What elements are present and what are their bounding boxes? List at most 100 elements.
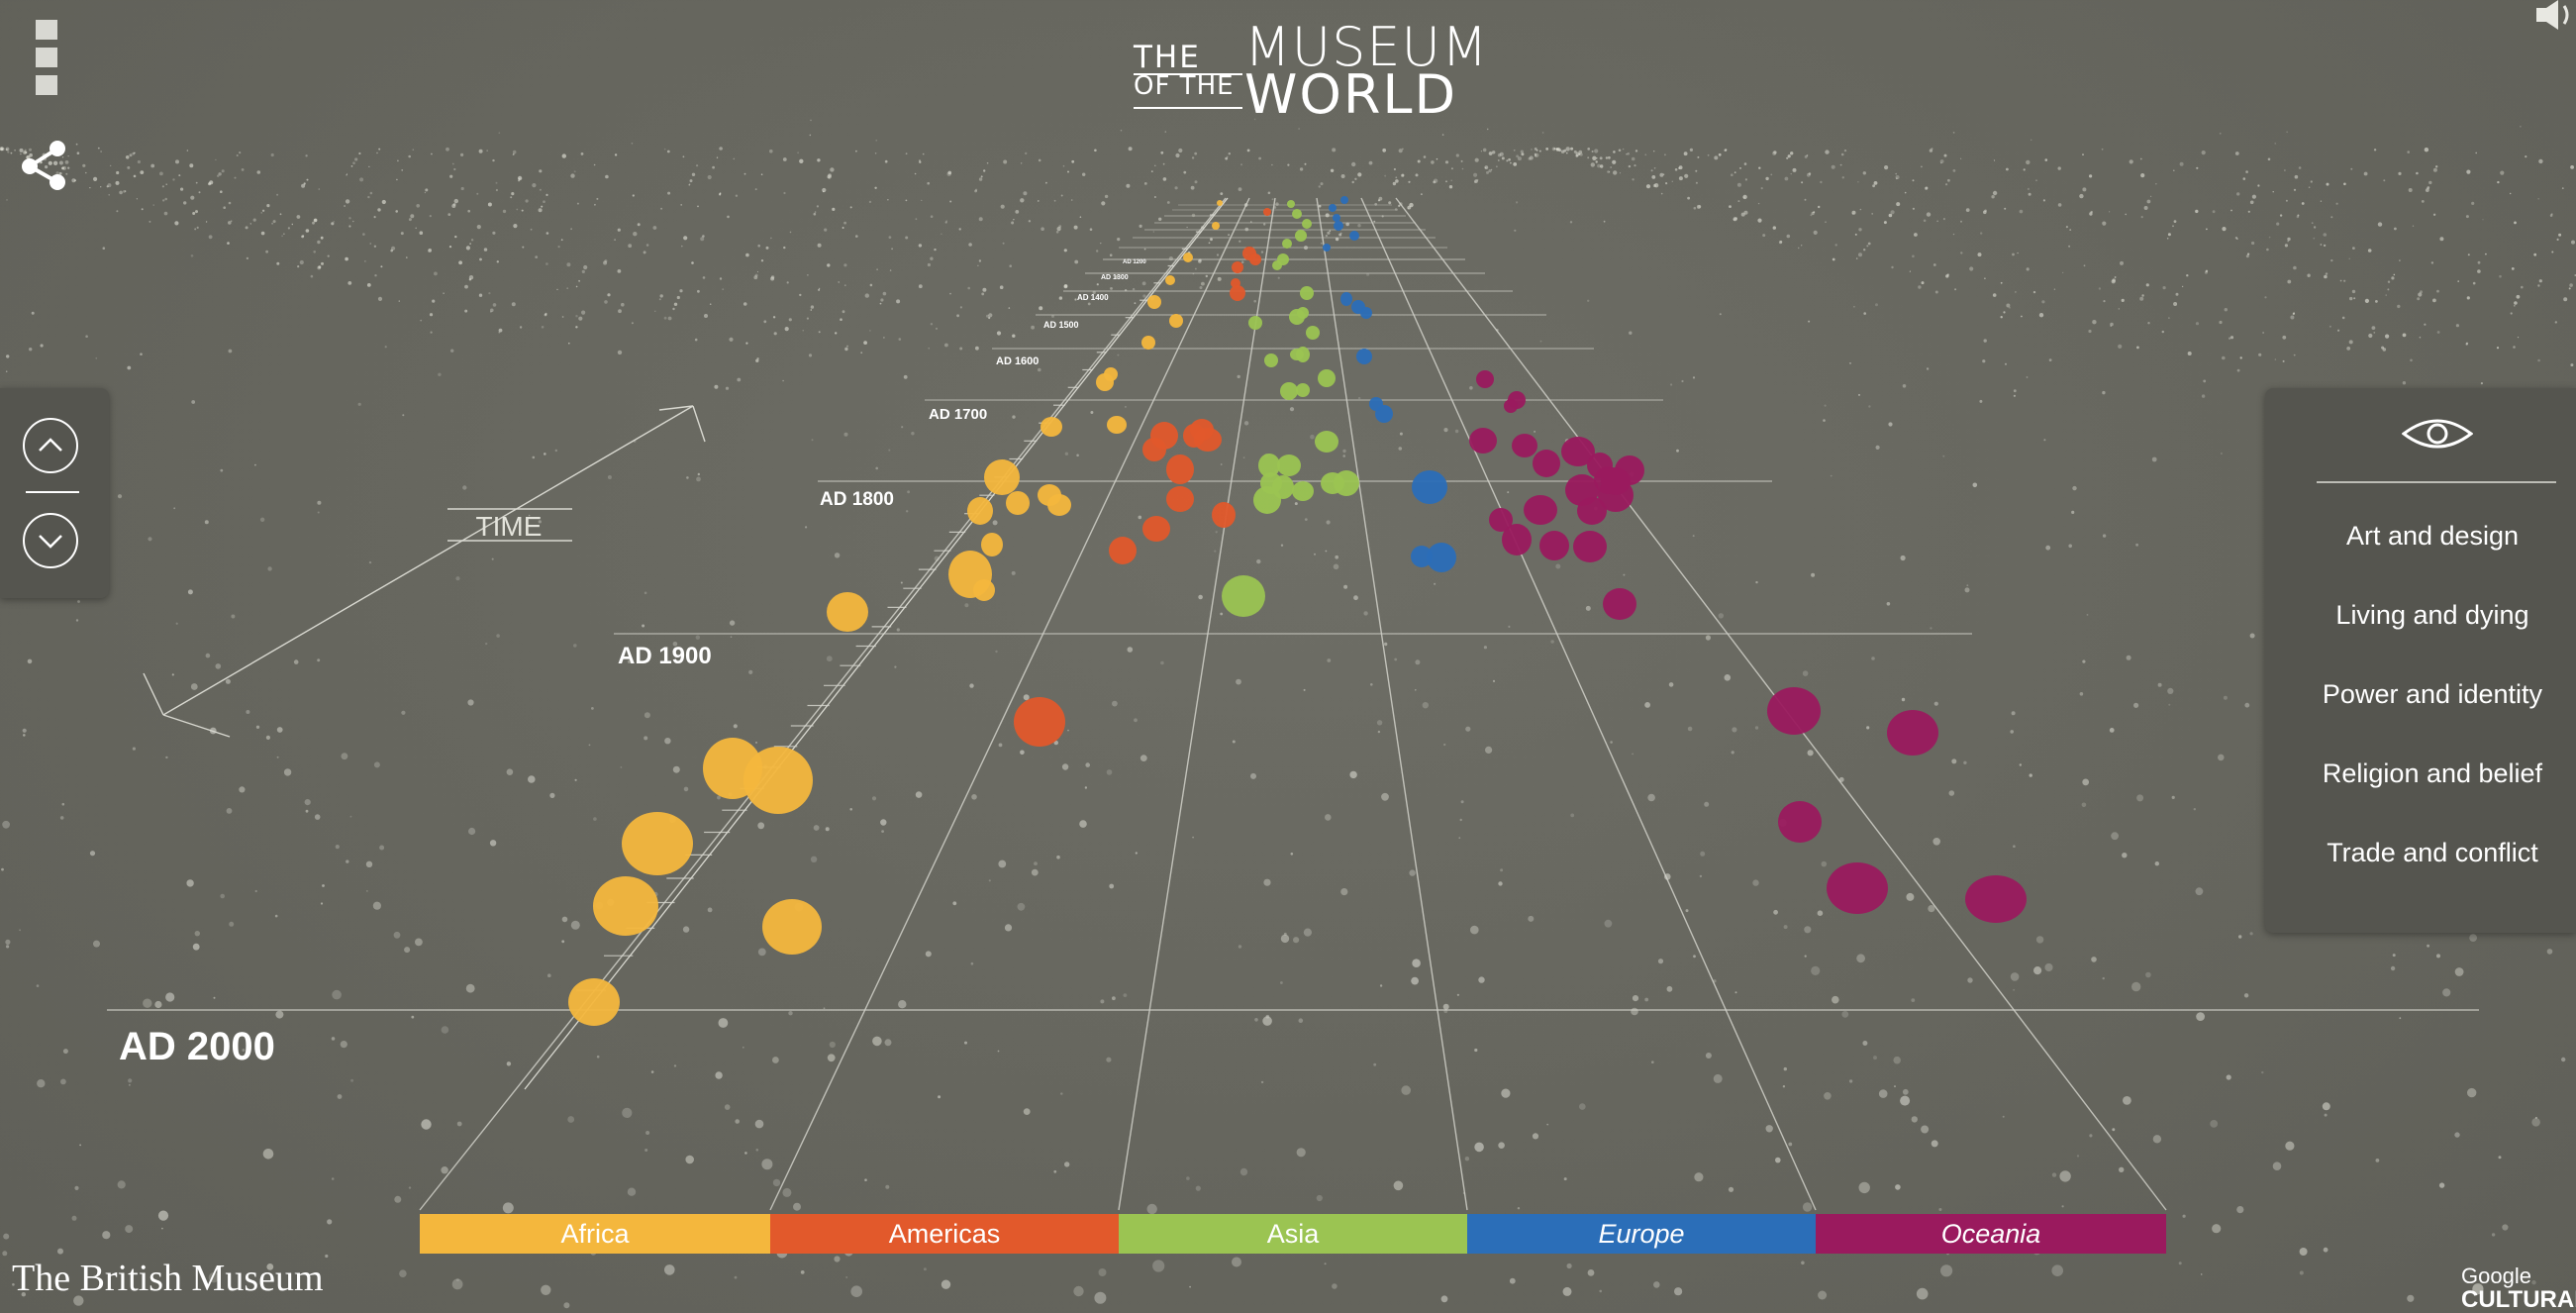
dust-particle: [709, 303, 712, 306]
dust-particle: [696, 164, 699, 167]
dust-particle: [1412, 959, 1421, 967]
region-lane-line: [1118, 197, 1276, 1211]
dust-particle: [2561, 1057, 2566, 1062]
dust-particle: [712, 165, 715, 169]
scroll-down-button[interactable]: [23, 513, 78, 568]
region-oceania[interactable]: Oceania: [1816, 1214, 2166, 1254]
dust-particle: [2419, 336, 2422, 339]
google-cultural-logo[interactable]: Google CULTURAL: [2461, 1265, 2576, 1312]
dust-particle: [996, 331, 1002, 336]
scroll-up-button[interactable]: [23, 418, 78, 473]
dust-particle: [561, 153, 566, 158]
dust-particle: [959, 347, 963, 351]
time-axis-label: TIME: [476, 511, 543, 542]
year-label: AD 1900: [618, 643, 712, 669]
dust-particle: [930, 215, 934, 218]
dust-particle: [667, 191, 671, 195]
dust-particle: [1076, 454, 1079, 457]
dust-particle: [408, 154, 412, 158]
dust-particle: [1039, 306, 1043, 311]
dust-particle: [663, 148, 666, 151]
dust-particle: [603, 260, 608, 265]
year-label: AD 1300: [1101, 274, 1129, 281]
filter-living-and-dying[interactable]: Living and dying: [2335, 600, 2529, 630]
dust-particle: [663, 316, 667, 320]
dust-particle: [1694, 1172, 1704, 1182]
dust-particle: [1357, 172, 1362, 177]
dust-particle: [1740, 212, 1745, 217]
british-museum-logo[interactable]: The British Museum: [12, 1258, 324, 1299]
dust-particle: [2328, 325, 2331, 328]
dust-particle: [645, 244, 649, 247]
dust-particle: [221, 169, 225, 173]
dust-particle: [770, 276, 775, 281]
dust-particle: [1499, 152, 1504, 156]
speaker-icon[interactable]: [2534, 0, 2576, 30]
dust-particle: [345, 256, 348, 261]
dust-particle: [919, 160, 922, 163]
region-lane-line: [1360, 197, 1817, 1211]
menu-icon[interactable]: [36, 20, 57, 101]
dust-particle: [697, 205, 699, 208]
dust-particle: [2569, 283, 2573, 287]
dust-particle: [1531, 149, 1533, 151]
dust-particle: [2313, 226, 2317, 229]
dust-particle: [2082, 187, 2087, 192]
dust-particle: [325, 1254, 329, 1259]
dust-particle: [772, 316, 776, 319]
dust-particle: [348, 225, 351, 228]
region-americas[interactable]: Americas: [770, 1214, 1119, 1254]
dust-particle: [132, 152, 136, 155]
dust-particle: [110, 164, 112, 166]
dust-particle: [1353, 595, 1358, 601]
dust-particle: [2203, 379, 2207, 383]
filter-power-and-identity[interactable]: Power and identity: [2322, 679, 2543, 709]
dust-particle: [2045, 545, 2051, 551]
dust-particle: [1517, 1207, 1521, 1210]
dust-particle: [372, 901, 381, 910]
filter-religion-and-belief[interactable]: Religion and belief: [2322, 758, 2543, 788]
dust-particle: [1208, 242, 1211, 245]
filter-trade-and-conflict[interactable]: Trade and conflict: [2327, 838, 2538, 867]
dust-particle: [1478, 976, 1485, 983]
dust-particle: [1408, 180, 1411, 183]
region-africa[interactable]: Africa: [420, 1214, 770, 1254]
region-europe[interactable]: Europe: [1467, 1214, 1816, 1254]
dust-particle: [826, 656, 833, 662]
dust-particle: [1806, 154, 1809, 156]
dust-particle: [479, 257, 482, 261]
dust-particle: [1731, 173, 1734, 176]
dust-particle: [1240, 260, 1244, 264]
dust-particle: [1087, 302, 1091, 306]
dust-particle: [903, 374, 908, 379]
dust-particle: [318, 188, 321, 190]
dust-particle: [580, 152, 584, 155]
museum-of-the-world-logo[interactable]: THE MUSEUM OF THE WORLD: [1134, 14, 1488, 126]
artefact-dot-europe: [1356, 349, 1372, 364]
eye-icon[interactable]: [2401, 414, 2474, 458]
dust-particle: [1422, 702, 1430, 709]
dust-particle: [2021, 315, 2023, 318]
dust-particle: [561, 940, 565, 944]
dust-particle: [64, 160, 69, 164]
dust-particle: [1824, 404, 1827, 407]
artefact-dot-oceania: [1573, 531, 1607, 562]
dust-particle: [2399, 1017, 2402, 1020]
dust-particle: [596, 197, 599, 200]
dust-particle: [673, 302, 678, 306]
dust-particle: [2325, 272, 2328, 275]
filter-art-and-design[interactable]: Art and design: [2345, 521, 2520, 551]
divider: [26, 491, 79, 493]
dust-particle: [1783, 1066, 1788, 1071]
dust-particle: [174, 221, 179, 226]
dust-particle: [811, 439, 814, 442]
artefact-dot-oceania: [1778, 801, 1822, 843]
dust-particle: [541, 1284, 551, 1296]
dust-particle: [1952, 132, 1955, 134]
dust-particle: [1073, 1285, 1084, 1297]
region-asia[interactable]: Asia: [1119, 1214, 1467, 1254]
dust-particle: [799, 293, 802, 297]
share-icon[interactable]: [18, 139, 69, 192]
dust-particle: [2088, 329, 2092, 334]
